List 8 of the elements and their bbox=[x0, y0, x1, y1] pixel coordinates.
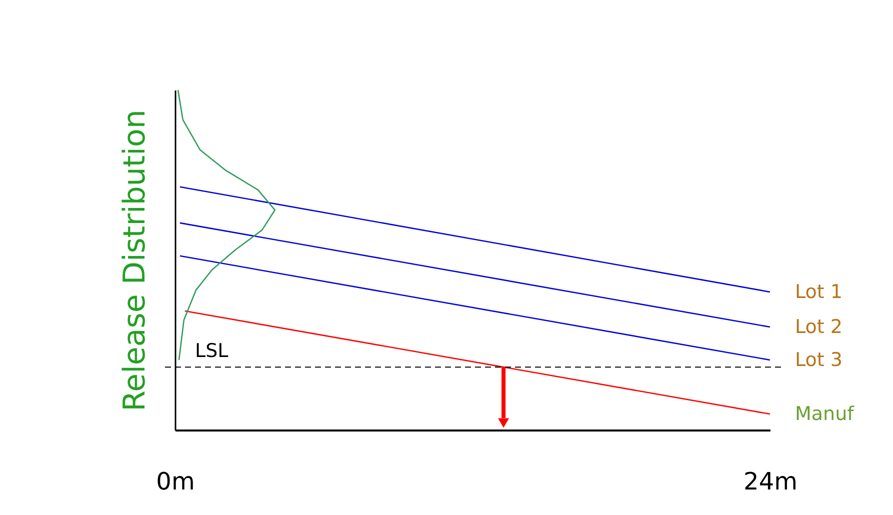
x-tick-label: 0m bbox=[156, 468, 195, 496]
ref-line-label: LSL bbox=[195, 340, 229, 362]
series-label: Lot 2 bbox=[795, 316, 842, 338]
series-label: Manuf bbox=[795, 403, 856, 426]
series-label: Lot 3 bbox=[795, 348, 842, 371]
series-label: Lot 1 bbox=[795, 280, 842, 303]
x-tick-label: 24m bbox=[744, 468, 798, 496]
y-axis-title: Release Distribution bbox=[118, 110, 152, 412]
